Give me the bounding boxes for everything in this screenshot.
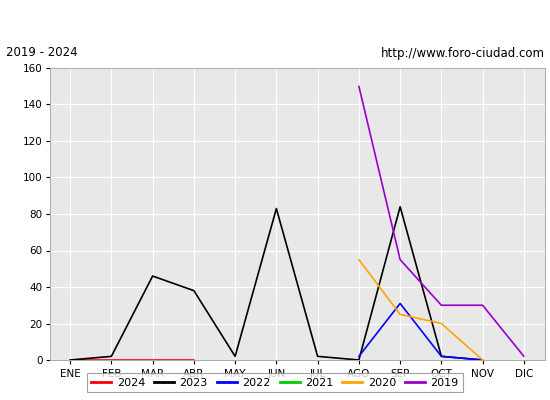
Text: Evolucion Nº Turistas Extranjeros en el municipio de Vega de Tirados: Evolucion Nº Turistas Extranjeros en el … [0, 12, 550, 26]
Text: http://www.foro-ciudad.com: http://www.foro-ciudad.com [381, 46, 544, 60]
Legend: 2024, 2023, 2022, 2021, 2020, 2019: 2024, 2023, 2022, 2021, 2020, 2019 [87, 374, 463, 392]
Text: 2019 - 2024: 2019 - 2024 [6, 46, 77, 60]
